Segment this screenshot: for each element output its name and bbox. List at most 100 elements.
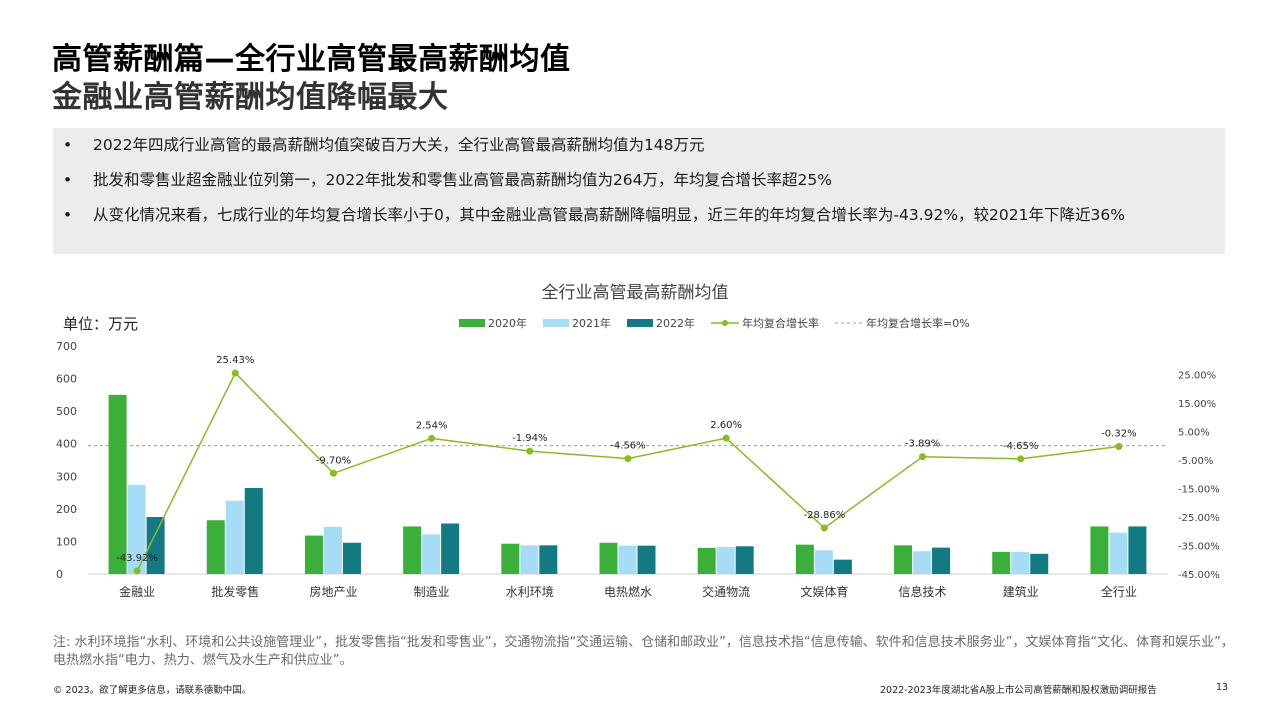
x-tick-label: 制造业 [414, 585, 450, 599]
cagr-data-label: -28.86% [803, 510, 845, 521]
y-left-tick-label: 500 [56, 405, 77, 418]
y-right-tick-label: -15.00% [1178, 484, 1220, 495]
bar-2022 [244, 488, 263, 574]
legend-swatch-2021 [543, 319, 569, 327]
x-tick-label: 房地产业 [309, 584, 357, 599]
y-left-tick-label: 300 [56, 470, 77, 483]
bar-2021 [323, 526, 342, 574]
report-title-footer: 2022-2023年度湖北省A股上市公司高管薪酬和股权激励调研报告 [880, 685, 1157, 696]
chart-title: 全行业高管最高薪酬均值 [541, 283, 729, 303]
page-number: 13 [1216, 682, 1229, 693]
cagr-data-label: 2.60% [710, 420, 742, 431]
y-left-tick-label: 700 [56, 340, 77, 353]
legend-swatch-2022 [627, 319, 653, 327]
finding-bullet: 2022年四成行业高管的最高薪酬均值突破百万大关，全行业高管最高薪酬均值为148… [63, 134, 1213, 157]
legend-line-marker-icon [711, 320, 739, 326]
cagr-data-label: 2.54% [416, 420, 448, 431]
bar-2022 [637, 545, 656, 574]
legend-item-cagr: 年均复合增长率 [711, 315, 819, 331]
cagr-data-label: -4.56% [610, 441, 645, 452]
y-right-tick-label: 5.00% [1178, 427, 1210, 438]
y-right-tick-label: -25.00% [1178, 513, 1220, 524]
y-left-tick-label: 100 [56, 535, 77, 548]
cagr-point [820, 524, 828, 532]
bar-2021 [1011, 551, 1030, 574]
bar-2020 [697, 547, 716, 574]
legend-label-cagr: 年均复合增长率 [742, 317, 819, 330]
cagr-data-label: 25.43% [216, 355, 254, 366]
page-subtitle: 金融业高管薪酬均值降幅最大 [52, 80, 449, 115]
legend-item-2022: 2022年 [627, 315, 695, 331]
cagr-point [526, 447, 534, 455]
cagr-point [133, 567, 141, 575]
copyright-footer: © 2023。欲了解更多信息，请联系德勤中国。 [53, 685, 252, 696]
cagr-data-label: -43.92% [116, 553, 158, 564]
x-tick-label: 文娱体育 [800, 584, 848, 599]
y-right-tick-label: 15.00% [1178, 399, 1216, 410]
cagr-data-label: -3.89% [905, 439, 940, 450]
x-tick-label: 交通物流 [702, 584, 750, 599]
y-left-tick-label: 400 [56, 438, 77, 451]
bar-2020 [108, 394, 127, 574]
bar-2021 [225, 500, 244, 574]
cagr-point [624, 455, 632, 463]
x-tick-label: 全行业 [1101, 584, 1137, 599]
bar-2021 [520, 545, 539, 574]
y-left-tick-label: 600 [56, 373, 77, 386]
bar-2020 [1090, 526, 1109, 574]
y-right-tick-label: 25.00% [1178, 370, 1216, 381]
legend-label-2020: 2020年 [488, 317, 527, 330]
chart-unit-label: 单位：万元 [63, 315, 139, 333]
cagr-line [136, 371, 1120, 572]
cagr-point [919, 453, 927, 461]
cagr-data-label: -1.94% [512, 433, 547, 444]
legend-label-zero-line: 年均复合增长率=0% [866, 317, 970, 330]
y-right-tick-label: -5.00% [1178, 456, 1213, 467]
bar-2022 [441, 523, 460, 574]
bar-2020 [304, 535, 323, 574]
cagr-point [1115, 443, 1123, 451]
finding-bullet: 从变化情况来看，七成行业的年均复合增长率小于0，其中金融业高管最高薪酬降幅明显，… [63, 204, 1213, 227]
footnote: 注: 水利环境指“水利、环境和公共设施管理业”，批发零售指“批发和零售业”，交通… [53, 635, 1234, 668]
bar-2020 [206, 520, 225, 574]
finding-bullet: 批发和零售业超金融业位列第一，2022年批发和零售业高管最高薪酬均值为264万，… [63, 169, 1213, 192]
bar-2020 [795, 544, 814, 574]
cagr-data-label: -0.32% [1101, 429, 1136, 440]
bar-2021 [1109, 532, 1128, 574]
chart-canvas: 0 100 200 300 400 500 600 700 -45.00% -35.00% -25.… [56, 340, 1220, 599]
bar-2021 [716, 546, 735, 574]
legend-label-2022: 2022年 [656, 317, 695, 330]
bar-2020 [894, 545, 913, 574]
bar-2022 [146, 517, 165, 574]
bar-2021 [127, 484, 146, 574]
x-tick-label: 建筑业 [1003, 584, 1039, 599]
x-tick-label: 批发零售 [211, 584, 259, 599]
bar-2021 [913, 551, 932, 574]
x-tick-label: 电热燃水 [604, 584, 652, 599]
y-left-tick-label: 0 [56, 568, 63, 581]
x-tick-label: 水利环境 [506, 584, 554, 599]
x-tick-label: 信息技术 [899, 584, 947, 599]
y-left-tick-label: 200 [56, 503, 77, 516]
y-right-tick-label: -45.00% [1178, 570, 1220, 581]
bar-2022 [1030, 553, 1049, 574]
bar-2022 [539, 545, 558, 574]
legend-label-2021: 2021年 [572, 317, 611, 330]
bar-2021 [814, 550, 833, 574]
bar-2022 [833, 559, 852, 574]
cagr-point [231, 369, 239, 377]
cagr-data-label: -9.70% [316, 455, 351, 466]
bar-2022 [342, 542, 361, 574]
bar-2022 [735, 546, 754, 574]
bar-2022 [932, 547, 951, 574]
bar-2020 [599, 542, 618, 574]
bar-2021 [422, 534, 441, 574]
bar-2020 [403, 526, 422, 574]
cagr-point [722, 434, 730, 442]
cagr-point [1017, 455, 1025, 463]
bar-2021 [618, 545, 637, 574]
bar-2020 [992, 551, 1011, 574]
bar-2020 [501, 543, 520, 574]
bar-2022 [1128, 526, 1147, 574]
legend-swatch-2020 [459, 319, 485, 327]
